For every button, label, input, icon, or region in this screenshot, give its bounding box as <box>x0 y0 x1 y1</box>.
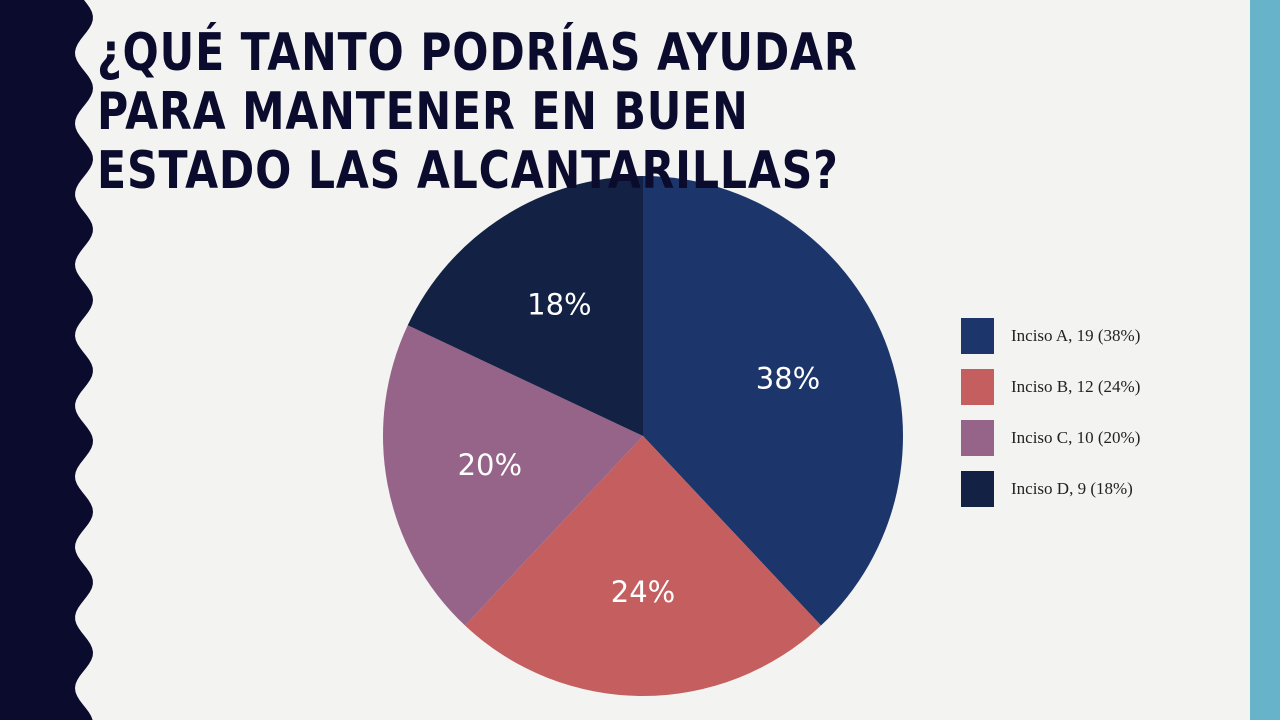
legend-swatch <box>961 369 994 405</box>
legend-item: Inciso D, 9 (18%) <box>961 471 1140 507</box>
legend-label: Inciso D, 9 (18%) <box>1011 479 1133 498</box>
legend-item: Inciso B, 12 (24%) <box>961 369 1140 405</box>
pie-slice-inciso-d <box>407 176 643 436</box>
legend-label: Inciso A, 19 (38%) <box>1011 326 1141 345</box>
pie-data-label: 24% <box>611 575 675 609</box>
legend-swatch <box>961 471 994 507</box>
pie-slice-inciso-a <box>643 176 903 626</box>
pie-data-label: 18% <box>527 287 591 321</box>
legend-item: Inciso A, 19 (38%) <box>961 318 1140 354</box>
pie-slice-inciso-c <box>382 325 643 626</box>
pie-data-label: 38% <box>756 362 820 396</box>
right-accent-band <box>1250 0 1280 720</box>
legend-label: Inciso C, 10 (20%) <box>1011 428 1141 447</box>
legend-swatch <box>961 318 994 354</box>
chart-legend: Inciso A, 19 (38%) Inciso B, 12 (24%) Inci… <box>961 318 1140 522</box>
legend-label: Inciso B, 12 (24%) <box>1011 377 1141 396</box>
pie-data-label: 20% <box>458 448 522 482</box>
pie-slice-inciso-b <box>465 436 821 696</box>
slide-title: ¿Qué tanto podrías ayudar para mantener … <box>97 23 858 201</box>
left-wavy-band <box>0 0 93 720</box>
legend-item: Inciso C, 10 (20%) <box>961 420 1140 456</box>
legend-swatch <box>961 420 994 456</box>
